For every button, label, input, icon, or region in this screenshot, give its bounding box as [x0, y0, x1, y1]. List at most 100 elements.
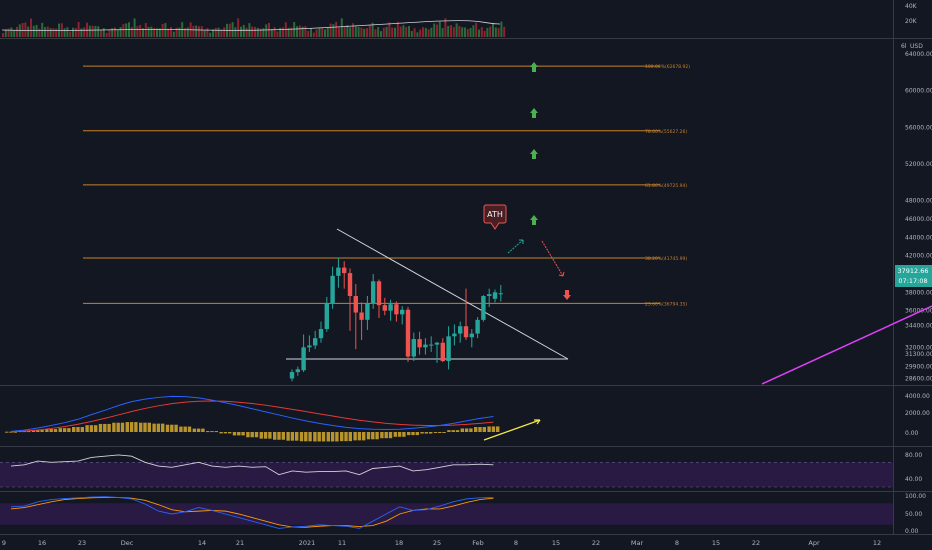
rsi-line: [10, 454, 494, 476]
candle-body: [394, 304, 399, 315]
volume-bar: [391, 27, 394, 37]
volume-bar: [332, 24, 335, 37]
macd-signal-line: [10, 400, 494, 433]
macd-histogram-bar: [393, 432, 397, 437]
macd-histogram-bar: [424, 432, 429, 434]
candle-body: [463, 326, 469, 338]
candle-body: [330, 275, 335, 304]
macd-histogram-bar: [286, 432, 290, 441]
green-arrow-up-icon: [530, 149, 538, 159]
volume-bar: [433, 23, 436, 37]
volume-bar: [203, 30, 206, 37]
ath-callout: ATH: [483, 204, 507, 230]
green-arrow-up-icon: [530, 215, 538, 225]
macd-histogram-bar: [103, 423, 107, 432]
volume-bar: [172, 31, 175, 37]
macd-histogram-bar: [219, 432, 223, 434]
macd-histogram-bar: [49, 429, 53, 432]
macd-histogram-bar: [161, 423, 165, 432]
macd-histogram-bar: [438, 432, 442, 433]
macd-histogram-bar: [295, 432, 299, 441]
macd-histogram-bar: [384, 432, 388, 439]
volume-bar: [396, 21, 399, 37]
volume-bar: [44, 27, 46, 37]
macd-histogram-bar: [76, 427, 80, 432]
stoch-tick-label: 50.00: [905, 511, 922, 518]
volume-bar: [133, 18, 136, 37]
time-tick-label: Apr: [808, 539, 820, 547]
macd-histogram-bar: [187, 426, 192, 432]
macd-histogram-bar: [375, 432, 379, 440]
volume-bar: [178, 27, 181, 37]
macd-histogram-bar: [156, 423, 161, 432]
volume-bar: [290, 27, 293, 37]
candle-body: [307, 345, 312, 348]
candle-body: [400, 309, 405, 315]
macd-histogram-bar: [330, 432, 335, 442]
price-tick-label: 60000.00: [905, 88, 932, 95]
volume-bar: [256, 27, 259, 37]
volume-bar: [413, 28, 416, 37]
volume-bar: [374, 29, 377, 37]
volume-bar: [83, 27, 86, 37]
candle-body: [365, 303, 370, 320]
macd-histogram-bar: [170, 424, 174, 432]
currency-label: 6l USD: [901, 43, 923, 50]
volume-bar: [279, 27, 282, 37]
projection-down-arrow: [541, 240, 565, 277]
macd-tick-label: 4000.00: [905, 393, 930, 400]
rsi-axis: 80.00 40.00: [905, 452, 922, 483]
fib-label: 61.80%(49725.94): [645, 183, 687, 189]
currency-prefix: 6l: [901, 43, 907, 50]
volume-bar: [186, 27, 189, 37]
volume-bar: [144, 22, 147, 37]
pink-trendline: [761, 305, 932, 385]
time-tick-label: 25: [433, 539, 441, 547]
volume-bar: [312, 32, 315, 37]
price-tick-label: 44000.00: [905, 234, 932, 241]
volume-bar: [116, 29, 119, 37]
stoch-tick-label: 0.00: [905, 528, 919, 535]
macd-histogram-bar: [290, 432, 295, 441]
volume-bar: [466, 29, 469, 37]
candle-body: [475, 319, 480, 334]
volume-bar: [77, 21, 80, 37]
time-tick-label: 16: [38, 539, 46, 547]
time-tick-label: 21: [236, 539, 244, 547]
macd-histogram-bar: [40, 429, 44, 432]
volume-bar: [220, 29, 223, 37]
macd-histogram-bar: [259, 432, 263, 439]
macd-histogram-bar: [31, 429, 36, 432]
volume-bar: [461, 27, 464, 37]
volume-bar: [2, 33, 4, 37]
volume-bar: [114, 27, 116, 37]
time-tick-label: 14: [198, 539, 206, 547]
macd-histogram-bar: [201, 428, 205, 432]
macd-histogram-bar: [62, 428, 67, 432]
volume-bar: [503, 26, 506, 37]
volume-bar: [360, 27, 363, 37]
volume-bar: [139, 24, 142, 37]
volume-axis: 40K 20K: [905, 3, 918, 25]
price-tick-label: 29900.00: [905, 364, 932, 371]
price-tick-label: 34400.00: [905, 322, 932, 329]
volume-bar: [447, 25, 450, 37]
macd-histogram-bar: [277, 432, 281, 440]
macd-histogram-bar: [210, 431, 214, 433]
macd-histogram-bar: [13, 431, 17, 433]
macd-histogram-bar: [206, 431, 210, 433]
macd-histogram-bar: [362, 432, 366, 441]
candle-body: [371, 281, 376, 304]
volume-bar: [399, 26, 402, 37]
macd-histogram-bar: [183, 426, 187, 432]
volume-tick-label: 40K: [905, 3, 918, 10]
volume-bar: [161, 23, 164, 37]
candle-body: [429, 344, 434, 346]
volume-bar: [74, 27, 77, 37]
projection-up-arrow: [507, 239, 524, 254]
volume-bar: [80, 28, 83, 37]
volume-bar: [49, 28, 52, 37]
target-arrows: [530, 62, 571, 300]
macd-histogram-bar: [58, 428, 62, 432]
